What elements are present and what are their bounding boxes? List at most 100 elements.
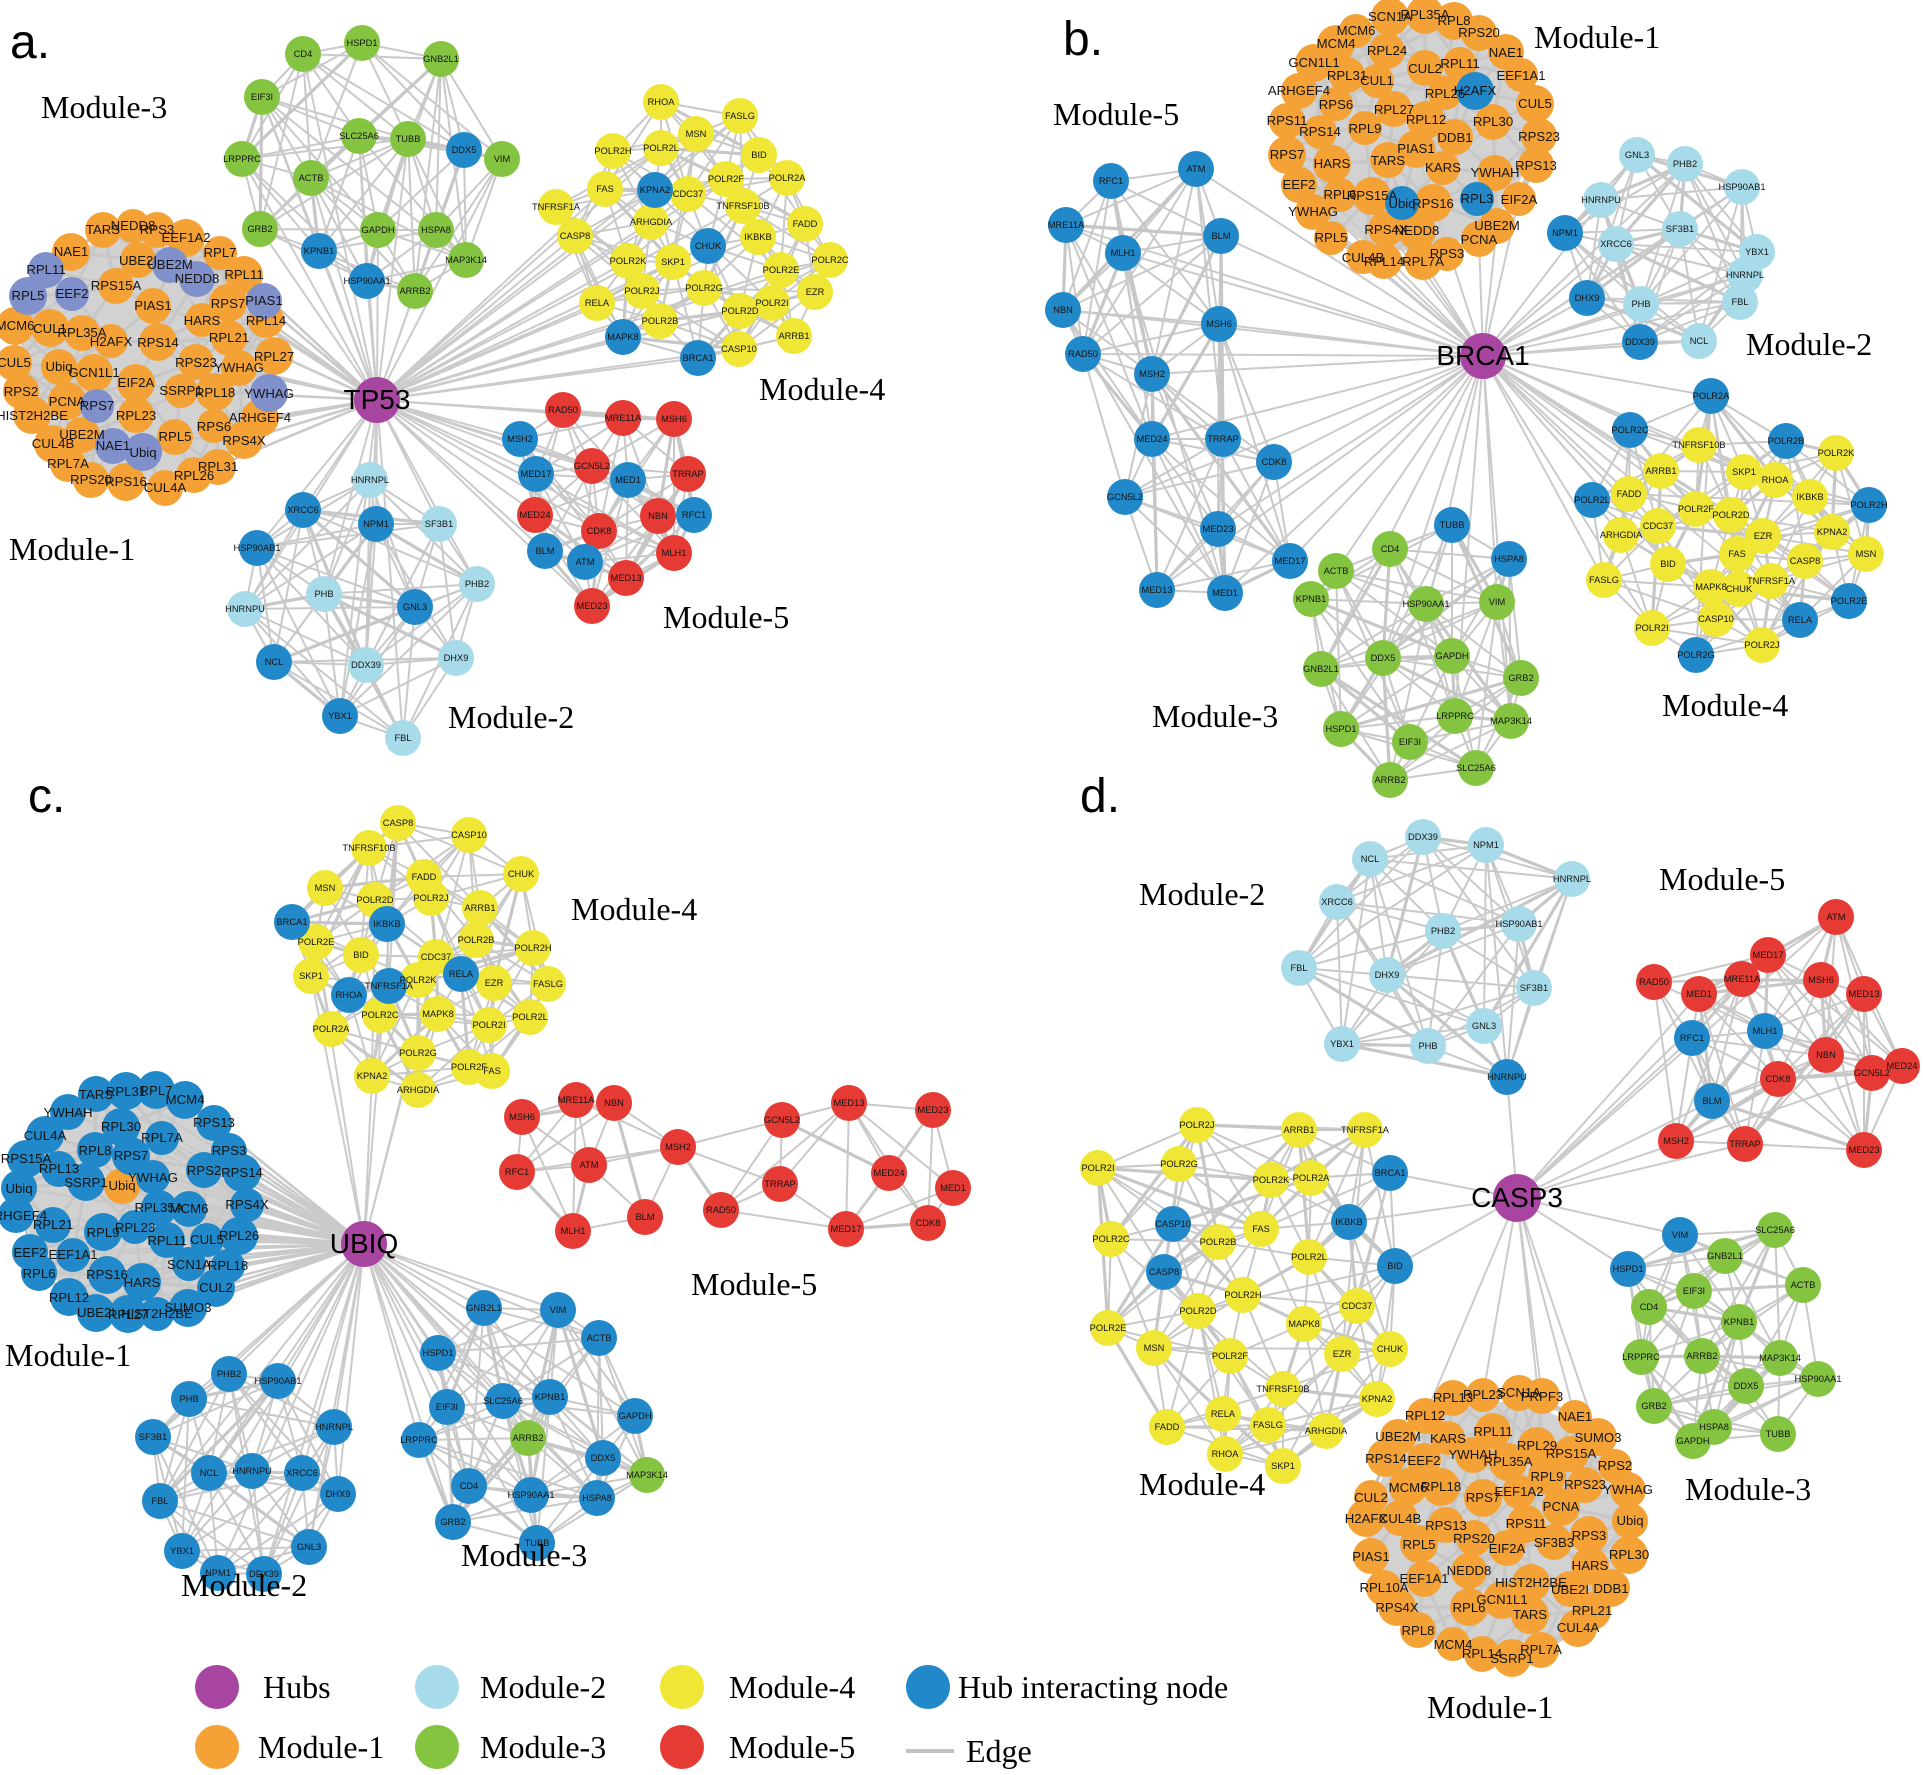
svg-text:UBE2M: UBE2M (1474, 218, 1519, 233)
svg-text:EIF2A: EIF2A (118, 375, 155, 390)
svg-text:POLR2F: POLR2F (1678, 504, 1714, 514)
svg-text:HSP90AA1: HSP90AA1 (1794, 1374, 1841, 1384)
svg-text:ACTB: ACTB (1791, 1280, 1816, 1290)
svg-text:POLR2H: POLR2H (1224, 1290, 1261, 1300)
svg-text:FADD: FADD (1155, 1422, 1180, 1432)
svg-text:RPS23: RPS23 (175, 355, 217, 370)
svg-text:PCNA: PCNA (1461, 232, 1498, 247)
svg-text:SLC25A6: SLC25A6 (483, 1396, 523, 1406)
svg-text:SUMO3: SUMO3 (165, 1300, 212, 1315)
svg-text:RPL8: RPL8 (1402, 1623, 1435, 1638)
svg-text:RPL35A: RPL35A (57, 325, 106, 340)
svg-text:MCM4: MCM4 (1317, 36, 1356, 51)
svg-text:Module-2: Module-2 (181, 1567, 307, 1603)
svg-text:RPL21: RPL21 (1572, 1603, 1612, 1618)
svg-text:MED1: MED1 (1686, 989, 1712, 999)
svg-text:VIM: VIM (550, 1305, 567, 1315)
svg-text:POLR2J: POLR2J (1179, 1120, 1214, 1130)
svg-text:NCL: NCL (1361, 854, 1380, 864)
svg-text:RPL12: RPL12 (49, 1290, 89, 1305)
svg-text:ATM: ATM (1827, 912, 1846, 922)
svg-text:HSPD1: HSPD1 (1612, 1264, 1643, 1274)
svg-text:MSN: MSN (1856, 549, 1877, 559)
svg-text:MSN: MSN (1144, 1343, 1165, 1353)
svg-text:VIM: VIM (494, 154, 511, 164)
svg-text:RHOA: RHOA (336, 990, 364, 1000)
svg-text:TUBB: TUBB (525, 1538, 550, 1548)
svg-text:FASLG: FASLG (1253, 1420, 1283, 1430)
svg-text:ARHGDIA: ARHGDIA (397, 1085, 440, 1095)
svg-text:RAD50: RAD50 (1068, 349, 1098, 359)
svg-text:RPL3: RPL3 (1461, 191, 1494, 206)
svg-text:POLR2C: POLR2C (361, 1010, 398, 1020)
svg-text:RPL10A: RPL10A (1359, 1580, 1408, 1595)
svg-text:BLM: BLM (1211, 231, 1230, 241)
svg-text:EEF2: EEF2 (1283, 177, 1316, 192)
svg-text:HNRNPU: HNRNPU (1581, 195, 1621, 205)
svg-text:EEF1A1: EEF1A1 (1496, 68, 1545, 83)
svg-text:CDC37: CDC37 (1643, 521, 1673, 531)
svg-text:Module-3: Module-3 (1152, 698, 1278, 734)
svg-text:HSPA8: HSPA8 (421, 225, 451, 235)
svg-text:GCN5L2: GCN5L2 (1107, 492, 1143, 502)
svg-text:KPNB1: KPNB1 (304, 246, 335, 256)
svg-text:DDX39: DDX39 (1625, 337, 1655, 347)
svg-text:Module-4: Module-4 (1139, 1466, 1265, 1502)
svg-text:POLR2K: POLR2K (1253, 1175, 1290, 1185)
svg-text:BID: BID (751, 150, 767, 160)
svg-text:MED17: MED17 (1752, 950, 1783, 960)
svg-text:Ubiq: Ubiq (129, 445, 156, 460)
svg-text:NAE1: NAE1 (1558, 1409, 1592, 1424)
svg-text:HSPA8: HSPA8 (1494, 554, 1524, 564)
svg-text:MSH6: MSH6 (1206, 319, 1232, 329)
svg-text:TRRAP: TRRAP (1207, 434, 1239, 444)
svg-text:FASLG: FASLG (725, 111, 755, 121)
svg-text:MRE11A: MRE11A (1048, 220, 1085, 230)
svg-text:FAS: FAS (1252, 1224, 1270, 1234)
svg-text:GNB2L1: GNB2L1 (423, 54, 459, 64)
svg-text:POLR2G: POLR2G (399, 1048, 437, 1058)
svg-text:Module-3: Module-3 (480, 1729, 606, 1765)
svg-text:SLC25A6: SLC25A6 (1456, 763, 1496, 773)
svg-text:POLR2H: POLR2H (594, 146, 631, 156)
svg-text:EIF3I: EIF3I (1399, 737, 1421, 747)
svg-text:DHX9: DHX9 (1575, 293, 1600, 303)
svg-text:UBE2M: UBE2M (1375, 1429, 1420, 1444)
svg-text:RPS6: RPS6 (1319, 97, 1353, 112)
svg-text:RPS2: RPS2 (1598, 1458, 1632, 1473)
svg-text:RPL27: RPL27 (254, 349, 294, 364)
svg-text:RPS6: RPS6 (197, 419, 231, 434)
svg-text:MED23: MED23 (576, 601, 607, 611)
svg-text:YBX1: YBX1 (1330, 1039, 1354, 1049)
svg-text:POLR2F: POLR2F (1212, 1351, 1248, 1361)
svg-text:RPL13: RPL13 (1433, 1390, 1473, 1405)
svg-text:BLM: BLM (535, 546, 554, 556)
svg-text:RPL35A: RPL35A (1400, 7, 1449, 22)
svg-text:CDC37: CDC37 (1342, 1301, 1372, 1311)
svg-text:CDK8: CDK8 (587, 526, 612, 536)
svg-text:FADD: FADD (1617, 489, 1642, 499)
svg-text:POLR2D: POLR2D (356, 895, 393, 905)
svg-text:MSH6: MSH6 (661, 414, 687, 424)
svg-text:NPM1: NPM1 (1552, 228, 1578, 238)
svg-text:POLR2J: POLR2J (1744, 640, 1779, 650)
svg-text:HSP90AA1: HSP90AA1 (1402, 599, 1449, 609)
svg-text:FADD: FADD (793, 219, 818, 229)
svg-text:RPL12: RPL12 (1406, 112, 1446, 127)
svg-text:H2AFX: H2AFX (90, 334, 133, 349)
svg-text:RPL7: RPL7 (204, 245, 237, 260)
svg-text:RPL27: RPL27 (108, 1307, 148, 1322)
svg-text:NPM1: NPM1 (363, 519, 389, 529)
svg-text:MED13: MED13 (833, 1098, 864, 1108)
svg-text:LRPPRC: LRPPRC (223, 154, 261, 164)
svg-text:RPS11: RPS11 (1267, 113, 1308, 128)
svg-text:KPNB1: KPNB1 (1724, 1317, 1755, 1327)
svg-text:CASP8: CASP8 (383, 818, 414, 828)
svg-text:POLR2J: POLR2J (413, 893, 448, 903)
svg-text:POLR2L: POLR2L (643, 143, 679, 153)
svg-text:CDC37: CDC37 (421, 952, 451, 962)
svg-text:VIM: VIM (1489, 597, 1506, 607)
svg-text:CASP10: CASP10 (1155, 1219, 1191, 1229)
svg-text:RPS3: RPS3 (140, 222, 174, 237)
svg-text:CDK8: CDK8 (1262, 457, 1287, 467)
